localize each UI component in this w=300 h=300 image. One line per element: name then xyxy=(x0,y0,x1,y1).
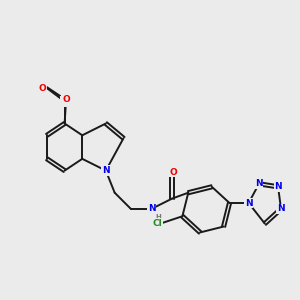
Text: N: N xyxy=(245,199,253,208)
Text: N: N xyxy=(277,204,285,213)
Text: H: H xyxy=(155,214,161,220)
Text: N: N xyxy=(148,204,155,213)
Text: O: O xyxy=(170,168,177,177)
Text: N: N xyxy=(274,182,282,191)
Text: N: N xyxy=(102,166,110,175)
Text: N: N xyxy=(255,179,263,188)
Text: Cl: Cl xyxy=(152,219,162,228)
Text: O: O xyxy=(39,84,46,93)
Text: O: O xyxy=(61,97,68,106)
Text: O: O xyxy=(62,95,70,104)
